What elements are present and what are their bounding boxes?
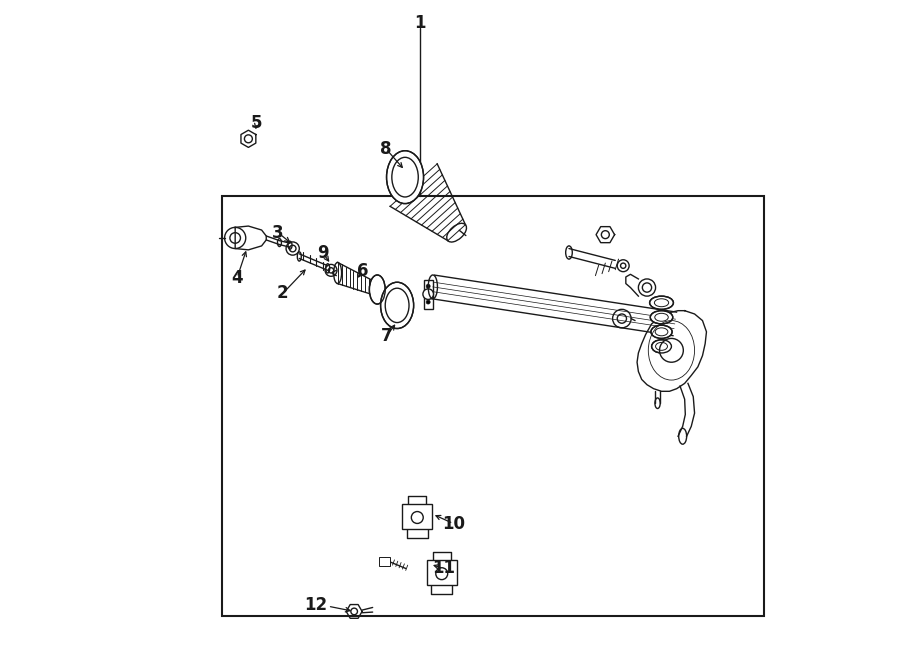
Circle shape	[411, 512, 423, 524]
Ellipse shape	[651, 325, 672, 338]
Bar	[424, 280, 433, 309]
Circle shape	[423, 289, 434, 299]
Text: 3: 3	[273, 223, 284, 242]
Text: 12: 12	[304, 596, 328, 614]
Circle shape	[660, 338, 683, 362]
Ellipse shape	[381, 282, 414, 329]
Text: 2: 2	[277, 284, 289, 303]
Ellipse shape	[650, 296, 673, 309]
Text: 8: 8	[380, 139, 392, 158]
Ellipse shape	[651, 311, 673, 324]
Text: 7: 7	[381, 327, 392, 345]
Text: 5: 5	[251, 114, 263, 132]
Polygon shape	[637, 311, 706, 391]
Ellipse shape	[369, 275, 385, 304]
Circle shape	[436, 568, 447, 580]
Circle shape	[601, 231, 609, 239]
Text: 9: 9	[318, 244, 328, 262]
Circle shape	[427, 284, 430, 288]
Text: 11: 11	[432, 559, 454, 578]
Circle shape	[351, 608, 357, 615]
Text: 4: 4	[231, 268, 243, 287]
Ellipse shape	[386, 151, 424, 204]
Text: 6: 6	[357, 262, 368, 280]
Bar	[222, 196, 764, 616]
Ellipse shape	[652, 340, 671, 353]
Text: 1: 1	[415, 14, 426, 32]
Text: 10: 10	[442, 514, 464, 533]
Bar	[427, 560, 456, 585]
Bar	[402, 504, 432, 529]
Circle shape	[427, 300, 430, 304]
Bar	[379, 557, 390, 566]
